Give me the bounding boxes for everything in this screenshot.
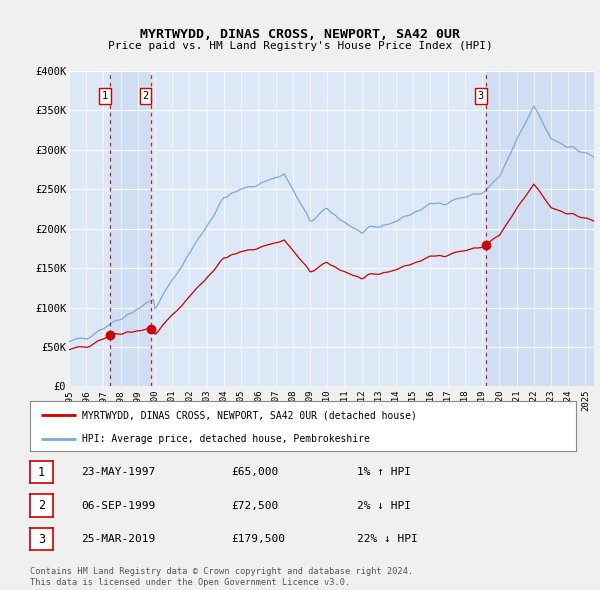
Text: 23-MAY-1997: 23-MAY-1997 [81, 467, 155, 477]
Text: MYRTWYDD, DINAS CROSS, NEWPORT, SA42 0UR (detached house): MYRTWYDD, DINAS CROSS, NEWPORT, SA42 0UR… [82, 410, 417, 420]
Text: Price paid vs. HM Land Registry's House Price Index (HPI): Price paid vs. HM Land Registry's House … [107, 41, 493, 51]
Text: 2: 2 [142, 91, 149, 101]
Text: 1: 1 [38, 466, 45, 478]
Text: £72,500: £72,500 [231, 501, 278, 510]
Text: 2: 2 [38, 499, 45, 512]
Text: 22% ↓ HPI: 22% ↓ HPI [357, 535, 418, 544]
Text: 1: 1 [102, 91, 108, 101]
Text: 1% ↑ HPI: 1% ↑ HPI [357, 467, 411, 477]
Text: 25-MAR-2019: 25-MAR-2019 [81, 535, 155, 544]
Text: MYRTWYDD, DINAS CROSS, NEWPORT, SA42 0UR: MYRTWYDD, DINAS CROSS, NEWPORT, SA42 0UR [140, 28, 460, 41]
Bar [486, 71, 594, 386]
Text: 06-SEP-1999: 06-SEP-1999 [81, 501, 155, 510]
Text: 2% ↓ HPI: 2% ↓ HPI [357, 501, 411, 510]
Bar [110, 71, 151, 386]
Text: HPI: Average price, detached house, Pembrokeshire: HPI: Average price, detached house, Pemb… [82, 434, 370, 444]
Text: 3: 3 [478, 91, 484, 101]
Text: £65,000: £65,000 [231, 467, 278, 477]
Text: 3: 3 [38, 533, 45, 546]
Text: Contains HM Land Registry data © Crown copyright and database right 2024.
This d: Contains HM Land Registry data © Crown c… [30, 568, 413, 586]
Text: £179,500: £179,500 [231, 535, 285, 544]
